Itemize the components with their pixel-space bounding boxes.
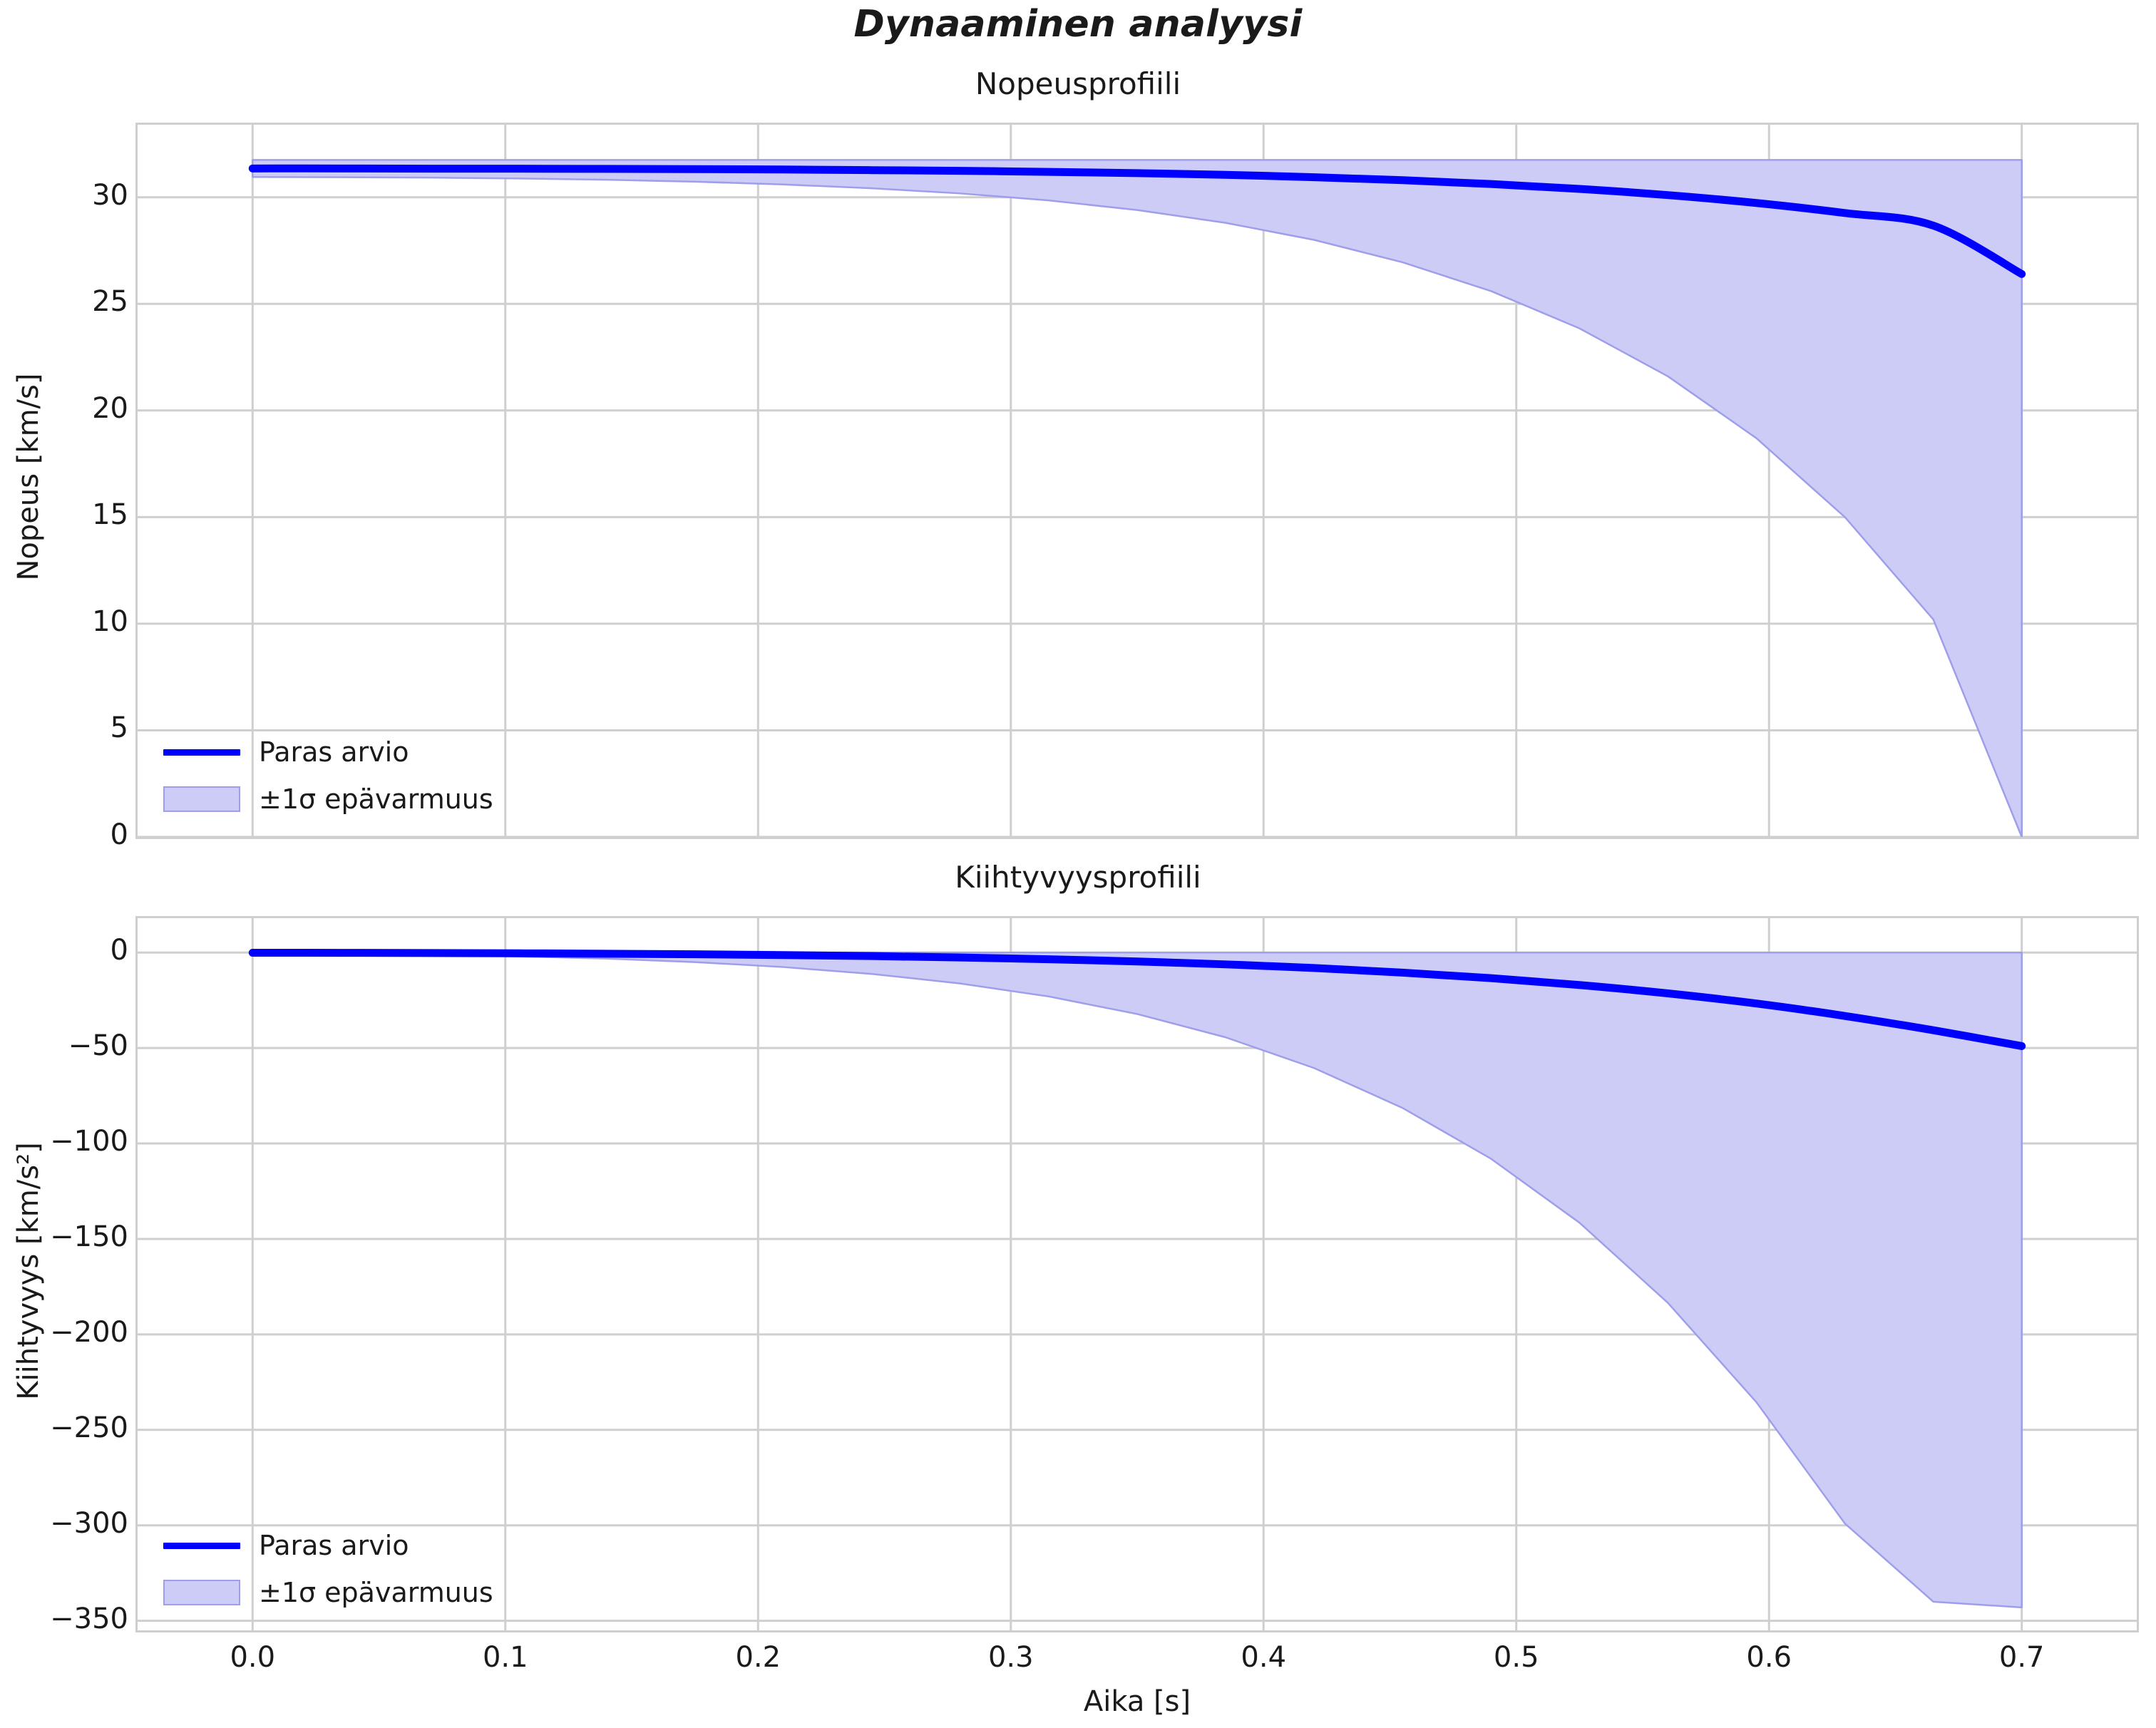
velocity-ylabel: Nopeus [km/s] bbox=[12, 373, 45, 581]
x-axis-tick-label: 0.4 bbox=[1241, 1641, 1287, 1674]
x-axis-tick-label: 0.3 bbox=[987, 1641, 1034, 1674]
legend-line-label: Paras arvio bbox=[259, 736, 409, 768]
y-axis-tick-label: 25 bbox=[92, 285, 128, 319]
legend-band-swatch bbox=[160, 785, 243, 813]
legend-line-swatch bbox=[160, 738, 243, 766]
y-axis-tick-label: 0 bbox=[110, 818, 128, 851]
y-axis-tick-label: −100 bbox=[50, 1125, 128, 1158]
shared-xtick-labels: 0.0 0.1 0.2 0.3 0.4 0.5 0.6 0.7 bbox=[135, 1641, 2139, 1684]
acceleration-plot-svg bbox=[138, 918, 2137, 1630]
legend-entry-line: Paras arvio bbox=[160, 734, 493, 770]
acceleration-plot-area: Paras arvio ±1σ epävarmuus bbox=[135, 916, 2139, 1632]
x-axis-tick-label: 0.5 bbox=[1493, 1641, 1539, 1674]
acceleration-ylabel: Kiihtyvyys [km/s²] bbox=[12, 1142, 45, 1400]
y-axis-tick-label: −200 bbox=[50, 1315, 128, 1349]
y-axis-tick-label: −50 bbox=[68, 1029, 128, 1063]
acceleration-legend: Paras arvio ±1σ epävarmuus bbox=[148, 1518, 506, 1620]
x-axis-tick-label: 0.1 bbox=[482, 1641, 528, 1674]
acceleration-ytick-labels: 0 −50 −100 −150 −200 −250 −300 −350 bbox=[7, 916, 128, 1635]
velocity-legend: Paras arvio ±1σ epävarmuus bbox=[148, 724, 506, 827]
velocity-plot-area: Paras arvio ±1σ epävarmuus bbox=[135, 123, 2139, 839]
legend-band-label: ±1σ epävarmuus bbox=[259, 783, 493, 815]
y-axis-tick-label: 30 bbox=[92, 178, 128, 212]
y-axis-tick-label: 5 bbox=[110, 711, 128, 745]
axes2-title: Kiihtyvyysprofiili bbox=[955, 860, 1201, 895]
legend-band-swatch bbox=[160, 1578, 243, 1607]
velocity-ytick-labels: 0 5 10 15 20 25 30 bbox=[7, 123, 128, 851]
axes1-title: Nopeusprofiili bbox=[975, 66, 1181, 101]
legend-band-label: ±1σ epävarmuus bbox=[259, 1577, 493, 1608]
legend-entry-band: ±1σ epävarmuus bbox=[160, 781, 493, 817]
figure-suptitle: Dynaaminen analyysi bbox=[853, 3, 1303, 46]
y-axis-tick-label: 20 bbox=[92, 391, 128, 425]
y-axis-tick-label: −350 bbox=[50, 1602, 128, 1635]
shared-xlabel: Aika [s] bbox=[1083, 1685, 1191, 1718]
x-axis-tick-label: 0.0 bbox=[230, 1641, 276, 1674]
x-axis-tick-label: 0.2 bbox=[735, 1641, 781, 1674]
y-axis-tick-label: −150 bbox=[50, 1220, 128, 1253]
y-axis-tick-label: 0 bbox=[110, 934, 128, 967]
legend-entry-band: ±1σ epävarmuus bbox=[160, 1575, 493, 1610]
y-axis-tick-label: −300 bbox=[50, 1506, 128, 1540]
x-axis-tick-label: 0.7 bbox=[1998, 1641, 2045, 1674]
y-axis-tick-label: 10 bbox=[92, 605, 128, 638]
y-axis-tick-label: 15 bbox=[92, 498, 128, 532]
legend-line-label: Paras arvio bbox=[259, 1530, 409, 1561]
y-axis-tick-label: −250 bbox=[50, 1411, 128, 1444]
legend-entry-line: Paras arvio bbox=[160, 1528, 493, 1563]
x-axis-tick-label: 0.6 bbox=[1746, 1641, 1792, 1674]
velocity-plot-svg bbox=[138, 125, 2137, 837]
legend-line-swatch bbox=[160, 1531, 243, 1560]
